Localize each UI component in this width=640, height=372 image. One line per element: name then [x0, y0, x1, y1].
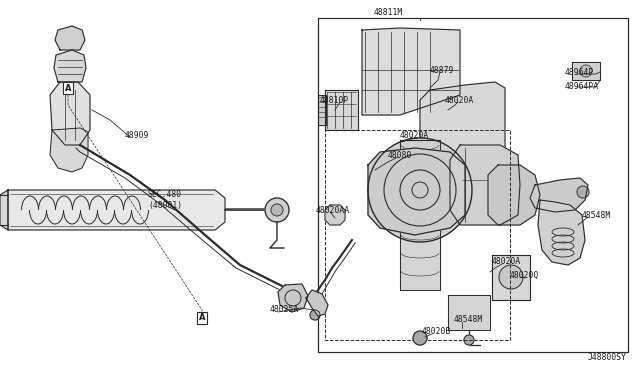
- Polygon shape: [50, 128, 88, 172]
- Polygon shape: [488, 165, 540, 225]
- Text: SEC.480
(48001): SEC.480 (48001): [148, 190, 182, 210]
- Polygon shape: [325, 90, 358, 130]
- Circle shape: [577, 186, 589, 198]
- Text: 48020A: 48020A: [445, 96, 474, 105]
- Bar: [318, 18, 628, 352]
- Polygon shape: [368, 148, 465, 235]
- Polygon shape: [325, 205, 345, 225]
- Text: 48964PA: 48964PA: [565, 81, 599, 90]
- Polygon shape: [278, 284, 308, 312]
- Text: 48811M: 48811M: [373, 7, 403, 16]
- Polygon shape: [50, 82, 90, 145]
- Polygon shape: [318, 95, 326, 125]
- Text: 48080: 48080: [388, 151, 412, 160]
- Circle shape: [499, 265, 523, 289]
- Polygon shape: [400, 140, 440, 290]
- Polygon shape: [450, 145, 520, 225]
- Text: 48964P: 48964P: [565, 67, 595, 77]
- Circle shape: [285, 290, 301, 306]
- Polygon shape: [420, 82, 505, 162]
- Polygon shape: [54, 50, 86, 82]
- Circle shape: [464, 335, 474, 345]
- Polygon shape: [0, 190, 8, 230]
- Circle shape: [368, 138, 472, 242]
- Polygon shape: [492, 255, 530, 300]
- Text: 48020A: 48020A: [492, 257, 521, 266]
- Polygon shape: [8, 190, 225, 230]
- Polygon shape: [55, 26, 85, 50]
- Polygon shape: [530, 178, 588, 212]
- Polygon shape: [572, 62, 600, 80]
- Text: 48548M: 48548M: [454, 315, 483, 324]
- Circle shape: [271, 204, 283, 216]
- Polygon shape: [448, 295, 490, 330]
- Circle shape: [265, 198, 289, 222]
- Text: 48879: 48879: [430, 65, 454, 74]
- Text: 48909: 48909: [125, 131, 149, 140]
- Text: A: A: [199, 314, 205, 323]
- Text: 48025A: 48025A: [270, 305, 300, 314]
- Text: A: A: [65, 83, 71, 93]
- Text: 48548M: 48548M: [582, 211, 611, 219]
- Polygon shape: [362, 28, 460, 115]
- Circle shape: [580, 65, 592, 77]
- Circle shape: [412, 182, 428, 198]
- Bar: [325, 130, 510, 340]
- Polygon shape: [306, 290, 328, 316]
- Text: 48020A: 48020A: [400, 131, 429, 140]
- Circle shape: [413, 331, 427, 345]
- Circle shape: [384, 154, 456, 226]
- Text: 48020Q: 48020Q: [510, 270, 540, 279]
- Text: J48800SY: J48800SY: [588, 353, 627, 362]
- Circle shape: [400, 170, 440, 210]
- Circle shape: [310, 310, 320, 320]
- Text: 48020AA: 48020AA: [316, 205, 350, 215]
- Text: 48810P: 48810P: [320, 96, 349, 105]
- Text: 48020B: 48020B: [422, 327, 451, 337]
- Polygon shape: [538, 200, 585, 265]
